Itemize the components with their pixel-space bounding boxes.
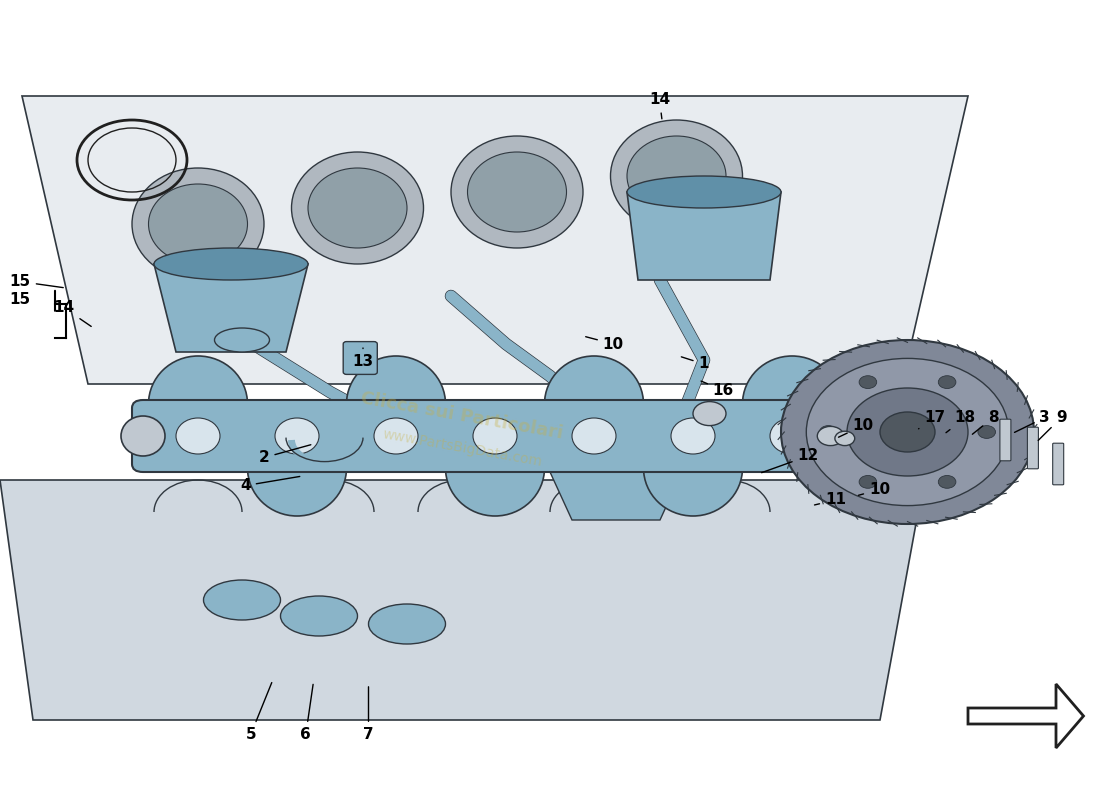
Text: 8: 8 — [972, 410, 999, 434]
Polygon shape — [154, 264, 308, 352]
Ellipse shape — [176, 418, 220, 454]
Polygon shape — [0, 480, 924, 720]
Text: 15: 15 — [9, 293, 31, 307]
Ellipse shape — [374, 418, 418, 454]
Circle shape — [938, 475, 956, 488]
FancyBboxPatch shape — [132, 400, 902, 472]
FancyBboxPatch shape — [1027, 427, 1038, 469]
FancyBboxPatch shape — [1000, 419, 1011, 461]
Text: 3: 3 — [1014, 410, 1050, 432]
Ellipse shape — [308, 168, 407, 248]
Text: 17: 17 — [918, 410, 945, 429]
Text: 16: 16 — [701, 381, 734, 398]
Text: Clicca sui Particolari: Clicca sui Particolari — [360, 390, 564, 442]
Ellipse shape — [248, 420, 346, 516]
Ellipse shape — [132, 168, 264, 280]
FancyBboxPatch shape — [343, 342, 377, 374]
Circle shape — [781, 340, 1034, 524]
Polygon shape — [627, 192, 781, 280]
Text: 7: 7 — [363, 686, 374, 742]
Text: 12: 12 — [761, 449, 818, 473]
Ellipse shape — [451, 136, 583, 248]
Ellipse shape — [770, 418, 814, 454]
Circle shape — [859, 475, 877, 488]
Text: 10: 10 — [838, 418, 873, 438]
Ellipse shape — [627, 176, 781, 208]
Text: 2: 2 — [258, 445, 311, 465]
Ellipse shape — [368, 604, 446, 644]
Text: 13: 13 — [352, 348, 374, 369]
Circle shape — [880, 412, 935, 452]
FancyBboxPatch shape — [1053, 443, 1064, 485]
Text: 1: 1 — [681, 357, 710, 371]
Ellipse shape — [544, 356, 644, 452]
Ellipse shape — [671, 418, 715, 454]
Ellipse shape — [572, 418, 616, 454]
Circle shape — [978, 426, 996, 438]
Circle shape — [820, 426, 837, 438]
Ellipse shape — [148, 184, 248, 264]
Ellipse shape — [742, 356, 842, 452]
Text: www.PartsBigData.com: www.PartsBigData.com — [381, 427, 543, 469]
Ellipse shape — [446, 420, 544, 516]
Circle shape — [693, 402, 726, 426]
Text: 15: 15 — [10, 274, 64, 289]
Polygon shape — [550, 472, 682, 520]
Text: 10: 10 — [585, 337, 624, 351]
Ellipse shape — [214, 328, 270, 352]
Text: 14: 14 — [649, 93, 670, 119]
Ellipse shape — [280, 596, 358, 636]
Text: 11: 11 — [814, 493, 846, 507]
Text: 6: 6 — [300, 684, 313, 742]
Circle shape — [806, 358, 1009, 506]
Text: 10: 10 — [858, 482, 890, 497]
Circle shape — [817, 426, 844, 446]
Circle shape — [938, 376, 956, 389]
Text: 9: 9 — [1038, 410, 1067, 441]
Circle shape — [835, 431, 855, 446]
Ellipse shape — [275, 418, 319, 454]
Ellipse shape — [148, 356, 248, 452]
Ellipse shape — [468, 152, 566, 232]
Ellipse shape — [292, 152, 424, 264]
Circle shape — [847, 388, 968, 476]
Ellipse shape — [204, 580, 280, 620]
Ellipse shape — [644, 420, 743, 516]
Text: 18: 18 — [946, 410, 976, 433]
Text: 4: 4 — [240, 477, 300, 493]
Ellipse shape — [154, 248, 308, 280]
Ellipse shape — [627, 136, 726, 216]
Text: 5: 5 — [245, 682, 272, 742]
Circle shape — [859, 376, 877, 389]
Ellipse shape — [121, 416, 165, 456]
Polygon shape — [22, 96, 968, 384]
Ellipse shape — [610, 120, 742, 232]
Ellipse shape — [473, 418, 517, 454]
Ellipse shape — [346, 356, 446, 452]
Text: 14: 14 — [54, 301, 91, 326]
